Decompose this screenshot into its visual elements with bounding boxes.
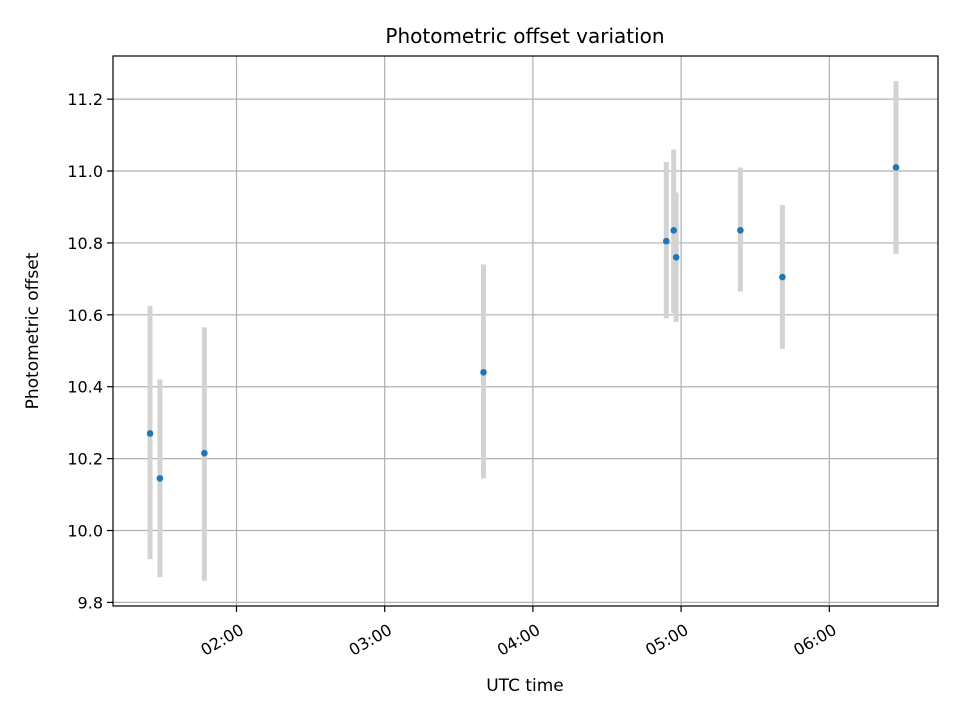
plot-frame — [112, 55, 939, 607]
data-point — [480, 369, 487, 376]
data-point — [779, 273, 786, 281]
data-points — [146, 164, 900, 482]
data-point — [201, 449, 208, 457]
data-point — [670, 227, 678, 234]
y-tick-label: 9.8 — [78, 593, 103, 612]
data-point — [662, 237, 670, 245]
y-tick-label: 10.2 — [67, 450, 103, 469]
data-point — [737, 227, 744, 234]
y-axis-label: Photometric offset — [23, 252, 43, 409]
grid — [113, 56, 938, 606]
data-point — [672, 254, 680, 261]
y-tick-label: 10.8 — [67, 234, 103, 253]
y-tick-label: 10.0 — [67, 522, 103, 541]
y-axis: 9.8 10.0 10.2 10.4 10.6 10.8 11.0 11.2 — [67, 90, 113, 612]
y-tick-label: 11.0 — [67, 162, 103, 181]
y-tick-label: 10.6 — [67, 306, 103, 325]
data-point — [156, 475, 164, 482]
data-point — [146, 430, 154, 437]
x-axis-label: UTC time — [486, 676, 564, 696]
data-point — [892, 164, 900, 171]
chart-title: Photometric offset variation — [385, 24, 664, 48]
y-tick-label: 11.2 — [67, 90, 103, 109]
y-tick-label: 10.4 — [67, 378, 103, 397]
